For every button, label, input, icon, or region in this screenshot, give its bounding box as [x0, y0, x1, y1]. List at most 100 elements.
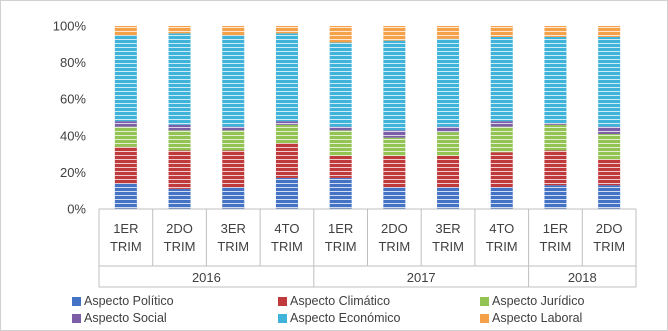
- bar-segment-texture: [222, 126, 245, 131]
- x-tick-label: TRIM: [593, 239, 625, 254]
- bar-segment-texture: [544, 150, 567, 186]
- x-tick-label: 1ER: [328, 221, 353, 236]
- bar-segment-texture: [329, 155, 352, 178]
- x-tick-label: 3ER: [435, 221, 460, 236]
- x-tick-label: TRIM: [271, 239, 303, 254]
- legend-swatch: [72, 296, 81, 306]
- bar-segment-texture: [275, 121, 298, 125]
- bar-segment-texture: [114, 146, 137, 184]
- y-tick-label: 0%: [67, 202, 86, 217]
- legend-item: Aspecto Jurídico: [480, 294, 584, 308]
- bar-segment-texture: [168, 124, 191, 131]
- bar-segment-texture: [490, 26, 513, 37]
- bar-segment-texture: [544, 185, 567, 209]
- y-tick-label: 20%: [60, 165, 86, 180]
- bar-segment-texture: [490, 187, 513, 209]
- bar-segment-texture: [490, 36, 513, 122]
- bar-segment-texture: [437, 187, 460, 209]
- x-tick-label: TRIM: [325, 239, 357, 254]
- legend-item: Aspecto Climático: [278, 294, 390, 308]
- bar-segment-texture: [437, 155, 460, 188]
- legend-item: Aspecto Económico: [278, 311, 400, 325]
- bar-segment-texture: [114, 26, 137, 36]
- legend-item: Aspecto Social: [72, 311, 167, 325]
- bar-segment-texture: [275, 33, 298, 122]
- x-tick-label: 4TO: [489, 221, 514, 236]
- group-label: 2017: [407, 270, 436, 285]
- bar-segment-texture: [114, 126, 137, 147]
- legend-label: Aspecto Económico: [290, 311, 401, 325]
- bar-segment-texture: [114, 183, 137, 209]
- group-label: 2018: [568, 270, 597, 285]
- bar-segment-texture: [329, 177, 352, 209]
- bar-segment-texture: [437, 38, 460, 127]
- legend-item: Aspecto Laboral: [480, 311, 582, 325]
- bar-segment-texture: [598, 159, 621, 186]
- bar-segment-texture: [329, 42, 352, 127]
- bar-segment-texture: [275, 177, 298, 209]
- x-tick-label: TRIM: [486, 239, 518, 254]
- bar-segment-texture: [222, 187, 245, 209]
- bar-segment-texture: [437, 26, 460, 39]
- legend-swatch: [278, 313, 287, 323]
- bar-segment-texture: [544, 122, 567, 125]
- bar-segment-texture: [222, 26, 245, 36]
- bar-segment-texture: [544, 36, 567, 123]
- bar-segment-texture: [598, 133, 621, 160]
- bar-segment-texture: [168, 150, 191, 189]
- x-tick-label: 2DO: [166, 221, 193, 236]
- bar-segment-texture: [168, 130, 191, 151]
- bar-segment-texture: [383, 130, 406, 138]
- bar-segment-texture: [275, 143, 298, 178]
- bar-segment-texture: [168, 26, 191, 34]
- bar-segment-texture: [275, 26, 298, 34]
- bar-segment-texture: [598, 26, 621, 37]
- y-tick-label: 40%: [60, 128, 86, 143]
- bar-segment-texture: [490, 121, 513, 127]
- legend-label: Aspecto Climático: [290, 294, 391, 308]
- legend-label: Aspecto Social: [84, 311, 167, 325]
- bar-segment-texture: [598, 36, 621, 127]
- bar-segment-texture: [383, 155, 406, 188]
- legend-swatch: [278, 296, 287, 306]
- bar-segment-texture: [383, 26, 406, 41]
- x-tick-label: 1ER: [543, 221, 568, 236]
- x-tick-label: 2DO: [596, 221, 623, 236]
- bar-segment-texture: [544, 26, 567, 37]
- bar-segment-texture: [329, 130, 352, 156]
- legend-label: Aspecto Jurídico: [492, 294, 585, 308]
- x-tick-label: 4TO: [274, 221, 299, 236]
- bar-segment-texture: [383, 137, 406, 156]
- x-tick-label: TRIM: [378, 239, 410, 254]
- x-tick-label: TRIM: [432, 239, 464, 254]
- x-tick-label: TRIM: [217, 239, 249, 254]
- bar-segment-texture: [598, 126, 621, 134]
- bar-segment-texture: [168, 33, 191, 125]
- group-label: 2016: [192, 270, 221, 285]
- bar-segment-texture: [544, 124, 567, 151]
- legend-label: Aspecto Laboral: [492, 311, 583, 325]
- bar-segment-texture: [275, 124, 298, 144]
- bar-segment-texture: [168, 188, 191, 209]
- bar-segment-texture: [114, 121, 137, 127]
- legend-item: Aspecto Político: [72, 294, 174, 308]
- x-tick-label: 3ER: [221, 221, 246, 236]
- bar-segment-texture: [490, 126, 513, 153]
- bar-segment-texture: [490, 152, 513, 188]
- x-tick-label: TRIM: [110, 239, 142, 254]
- y-tick-label: 60%: [60, 92, 86, 107]
- x-tick-label: TRIM: [164, 239, 196, 254]
- bar-segment-texture: [114, 35, 137, 122]
- bar-segment-texture: [329, 126, 352, 131]
- bar-segment-texture: [222, 130, 245, 151]
- bar-segment-texture: [329, 26, 352, 43]
- bar-segment-texture: [383, 187, 406, 209]
- chart-legend: Aspecto Político Aspecto Climático Aspecto…: [72, 294, 662, 330]
- y-tick-label: 100%: [53, 19, 87, 34]
- legend-swatch: [480, 296, 489, 306]
- bar-segment-texture: [437, 132, 460, 156]
- bar-segment-texture: [222, 35, 245, 127]
- x-tick-label: 2DO: [381, 221, 408, 236]
- legend-label: Aspecto Político: [84, 294, 174, 308]
